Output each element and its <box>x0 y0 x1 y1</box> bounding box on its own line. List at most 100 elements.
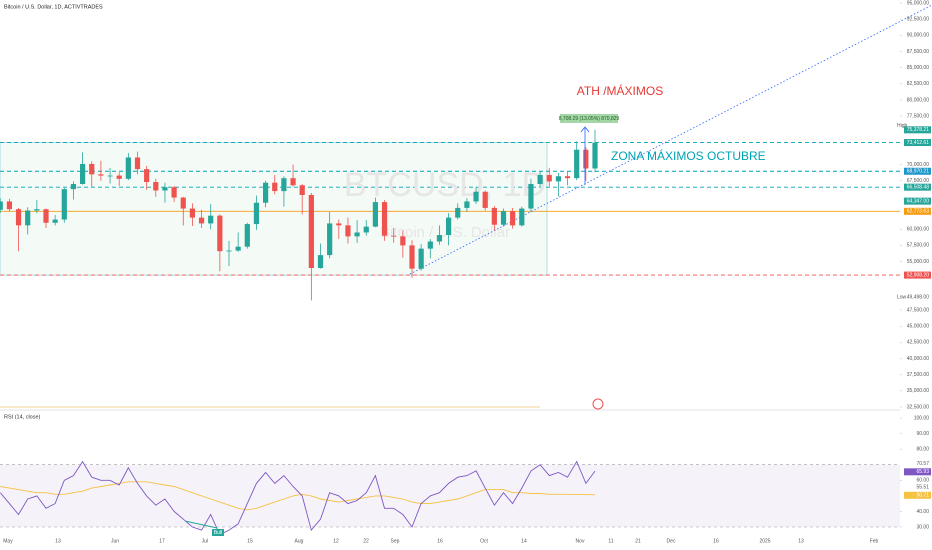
y-tick-label: 82,500.00 <box>907 81 929 87</box>
candle-body <box>180 197 186 209</box>
x-tick-label: 13 <box>55 538 61 544</box>
price-marker-label: 68,970.21 <box>907 169 929 175</box>
candle-body <box>253 202 260 225</box>
candle-body <box>327 223 333 256</box>
zone <box>0 142 548 276</box>
x-tick-label: May <box>3 538 13 544</box>
x-tick-label: 22 <box>363 538 369 544</box>
y-tick-label: 32,500.00 <box>907 404 929 410</box>
rsi-ma-line <box>0 481 596 511</box>
candle-body <box>134 157 141 170</box>
y-tick-label: 90,000.00 <box>907 33 929 39</box>
candle-body <box>43 209 49 223</box>
x-tick-label: 12 <box>333 538 339 544</box>
candle-body <box>272 182 278 192</box>
candle-body <box>546 174 552 182</box>
x-tick-label: 15 <box>247 538 253 544</box>
rsi-title: RSI (14, close) <box>4 414 41 420</box>
candle-body <box>144 169 150 183</box>
y-tick-label: 87,500.00 <box>907 49 929 55</box>
candle-body <box>391 235 397 237</box>
candle-body <box>574 149 580 179</box>
candle-body <box>500 211 507 225</box>
x-tick-label: Aug <box>295 538 304 544</box>
price-marker-box <box>904 183 931 191</box>
candle-body <box>555 176 561 182</box>
candle-body <box>281 178 287 192</box>
rsi-tick-label: 90.00 <box>916 431 929 437</box>
price-marker-box <box>904 468 931 476</box>
measure-label: 8,708.29 (13.05%) 870,829 <box>559 116 620 122</box>
candle-body <box>473 191 479 202</box>
candle-body <box>153 182 159 191</box>
bull-box <box>212 529 224 536</box>
ath-annotation: ATH /MÁXIMOS <box>577 83 663 98</box>
price-marker-label: 70.57 <box>916 461 929 467</box>
y-tick-label: 95,000.00 <box>907 0 929 6</box>
event-icon[interactable] <box>592 398 604 410</box>
price-marker-box <box>904 197 931 205</box>
candle-body <box>198 217 205 224</box>
price-marker-label: 52,908.20 <box>907 272 929 278</box>
candle-body <box>409 245 415 269</box>
candle-body <box>400 236 406 246</box>
candle-body <box>171 187 177 198</box>
price-marker-label: 49,498.00 <box>907 294 929 300</box>
candle-body <box>299 185 305 195</box>
candle-body <box>162 187 168 191</box>
candle-body <box>61 189 67 220</box>
rsi-tick-label: 60.00 <box>916 478 929 484</box>
candle-body <box>418 248 424 269</box>
candle-body <box>336 223 342 226</box>
x-tick-label: 14 <box>521 538 527 544</box>
candle-body <box>519 208 525 226</box>
candle-body <box>226 250 232 252</box>
candle-body <box>89 163 95 175</box>
candle-body <box>98 174 104 176</box>
y-tick-label: 70,000.00 <box>907 162 929 168</box>
candle-body <box>217 215 223 252</box>
price-marker-label: 62,773.63 <box>907 209 929 215</box>
price-marker-box <box>904 139 931 147</box>
candle-body <box>446 217 452 236</box>
zone-annotation: ZONA MÁXIMOS OCTUBRE <box>611 148 766 163</box>
price-marker-box <box>904 167 931 175</box>
candle-body <box>510 211 516 226</box>
y-tick-label: 85,000.00 <box>907 65 929 71</box>
candle-body <box>564 176 571 179</box>
candle-body <box>290 178 296 186</box>
candle-body <box>107 175 113 177</box>
y-tick-label: 45,000.00 <box>907 324 929 330</box>
candle-body <box>34 209 40 211</box>
candle-body <box>354 232 360 237</box>
x-tick-label: 13 <box>798 538 804 544</box>
candle-body <box>592 142 598 169</box>
candle-body <box>345 225 351 237</box>
candle-body <box>6 201 12 210</box>
candle-body <box>528 183 534 209</box>
y-tick-label: 60,000.00 <box>907 227 929 233</box>
candle-body <box>189 208 195 218</box>
price-marker-box <box>904 126 931 134</box>
measure-arrow-head <box>580 126 590 133</box>
y-tick-label: 77,500.00 <box>907 113 929 119</box>
x-tick-label: Jul <box>202 538 208 544</box>
candle-body <box>436 235 443 242</box>
y-tick-label: 47,500.00 <box>907 307 929 313</box>
candle-body <box>537 174 543 184</box>
price-marker-label: 65.93 <box>916 469 929 475</box>
x-tick-label: 17 <box>159 538 165 544</box>
x-tick-label: Nov <box>576 538 585 544</box>
watermark-sub: Bitcoin / U.S. Dollar <box>380 224 510 241</box>
candle-body <box>317 255 324 269</box>
price-marker-box <box>904 207 931 215</box>
bull-label: Bull <box>214 530 222 536</box>
candle-body <box>583 149 589 169</box>
y-tick-label: 37,500.00 <box>907 372 929 378</box>
y-tick-label: 80,000.00 <box>907 97 929 103</box>
chart-title: Bitcoin / U.S. Dollar, 1D, ACTIVTRADES <box>4 4 103 10</box>
candle-body <box>427 241 433 249</box>
candle-body <box>372 202 378 227</box>
y-tick-label: 57,500.00 <box>907 243 929 249</box>
